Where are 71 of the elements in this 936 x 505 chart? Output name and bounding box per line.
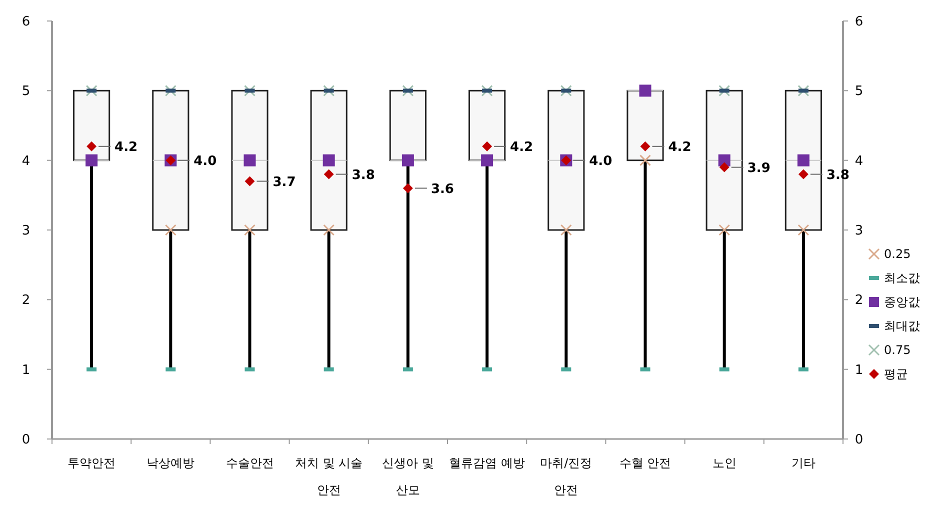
legend-label: 0.25 [884,247,911,262]
x-tick-label: 처치 및 시술 안전 [295,456,363,497]
x-tick-label: 마취/진정 안전 [540,456,592,497]
data-label: 3.9 [747,160,770,176]
x-tick-label: 투약안전 [68,456,116,470]
point [639,84,652,97]
y-tick-label: 6 [22,14,30,30]
legend-label: 평균 [884,367,908,382]
point [640,154,651,166]
data-label: 3.7 [272,174,296,190]
x-tick-label: 수혈 안전 [619,456,672,470]
y-tick-label: 0 [22,432,30,448]
point [323,84,335,96]
point [798,84,810,96]
point [86,154,98,166]
x-tick-label: 수술안전 [226,456,274,470]
point [798,224,810,236]
data-label: 4.2 [668,140,692,155]
x-tick-label: 혈류감염 예방 [449,456,525,470]
point [244,84,256,96]
legend-label: 0.75 [884,343,911,358]
point [244,224,256,236]
point [560,224,572,236]
data-label: 4.0 [589,154,612,169]
point [797,154,810,166]
data-label: 4.2 [114,140,138,155]
data-label: 4.2 [510,140,534,155]
y-tick-label: 3 [22,224,30,239]
x-tick-label: 기타 [791,456,816,470]
point [402,84,414,96]
y-tick-label: 2 [22,293,30,308]
y2-tick-label: 3 [854,224,864,239]
y2-tick-label: 5 [854,84,864,100]
data-label: 3.8 [352,168,375,183]
point [718,84,730,96]
point [164,84,176,96]
y2-tick-label: 1 [854,362,864,378]
point [86,84,98,96]
point [482,141,492,152]
y-tick-label: 1 [22,362,30,378]
point [322,154,335,166]
x-tick-label: 노인 [712,456,736,470]
point [402,154,414,166]
point [86,141,97,152]
data-label: 3.6 [430,182,454,197]
point [481,84,493,96]
data-label: 3.8 [826,168,850,183]
y2-tick-label: 6 [854,14,864,30]
y2-tick-label: 2 [854,293,864,308]
point [323,224,335,236]
point [718,224,730,236]
point [719,162,730,172]
y-tick-label: 5 [22,84,30,100]
point [244,176,255,186]
legend-label: 최소값 [884,271,920,286]
x-tick-label: 낙상예방 [146,456,195,470]
y-tick-label: 4 [22,154,30,169]
point [402,183,413,194]
point [481,154,494,166]
point [164,224,176,236]
point [798,169,808,180]
legend-label: 최대값 [884,319,920,334]
point [324,169,334,180]
y2-tick-label: 4 [854,154,864,169]
data-label: 4.0 [194,154,217,169]
point [560,84,572,96]
x-tick-label: 신생아 및 산모 [382,456,434,497]
point [244,154,256,166]
legend-label: 중앙값 [884,295,920,310]
y2-tick-label: 0 [854,432,864,448]
point [640,141,650,152]
